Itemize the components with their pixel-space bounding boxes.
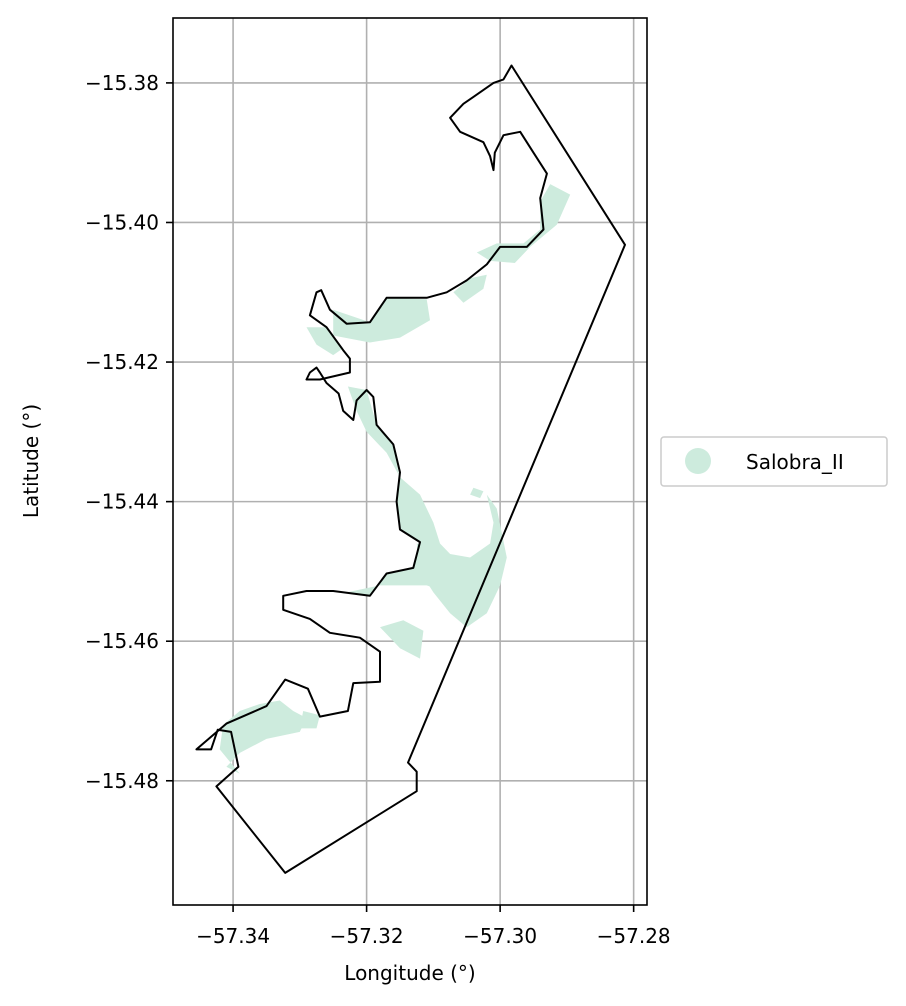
- legend-box: [660, 436, 888, 487]
- y-tick-label: −15.38: [85, 71, 159, 95]
- salobra-ii-patch: [416, 494, 507, 628]
- x-tick-label: −57.32: [330, 924, 404, 948]
- x-axis-label: Longitude (°): [344, 961, 475, 985]
- salobra-ii-patch: [470, 487, 484, 499]
- y-axis-label: Latitude (°): [19, 404, 43, 518]
- y-tick-label: −15.48: [85, 769, 159, 793]
- legend-marker-salobra-ii: [685, 448, 711, 474]
- salobra-ii-patch: [476, 184, 571, 263]
- salobra-ii-patch: [299, 711, 320, 729]
- salobra-ii-patches: [219, 184, 571, 774]
- salobra-ii-patch: [333, 297, 430, 343]
- salobra-ii-patch: [306, 327, 344, 356]
- salobra-ii-patch: [380, 620, 424, 659]
- plot-frame: [172, 17, 648, 906]
- boundary-outline: [195, 64, 626, 874]
- grid-lines: [173, 18, 647, 905]
- y-tick-label: −15.40: [85, 210, 159, 234]
- y-axis-ticks: −15.38 −15.40 −15.42 −15.44 −15.46 −15.48: [85, 71, 173, 793]
- x-axis-ticks: −57.34 −57.32 −57.30 −57.28: [196, 905, 671, 948]
- legend-label-salobra-ii: Salobra_II: [746, 450, 844, 474]
- salobra-ii-patch: [219, 700, 307, 774]
- y-tick-label: −15.42: [85, 350, 159, 374]
- x-tick-label: −57.34: [196, 924, 270, 948]
- x-tick-label: −57.28: [597, 924, 671, 948]
- salobra-ii-patch: [453, 274, 487, 303]
- y-tick-label: −15.44: [85, 490, 159, 514]
- y-tick-label: −15.46: [85, 629, 159, 653]
- x-tick-label: −57.30: [463, 924, 537, 948]
- legend: Salobra_II: [660, 436, 888, 487]
